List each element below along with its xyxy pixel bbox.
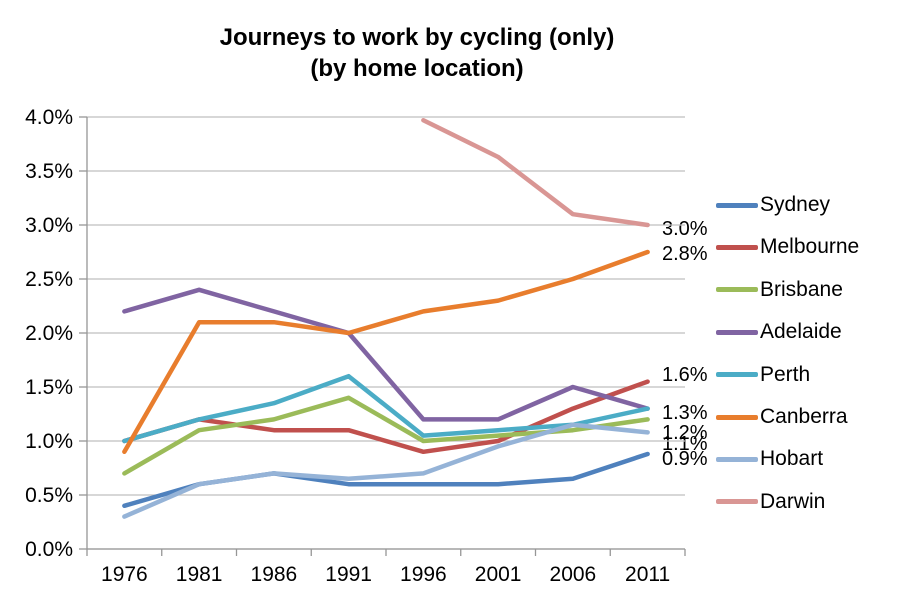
end-label-darwin: 3.0% [662,218,708,240]
series-line-adelaide [122,287,650,422]
y-tick-label: 0.0% [25,538,73,561]
legend-label: Darwin [760,489,826,513]
end-label-perth: 1.3% [662,402,708,424]
x-tick-label: 2006 [550,563,597,586]
series-line-melbourne [122,379,650,455]
end-label-brisbane: 1.2% [662,422,708,444]
x-tick-label: 1986 [251,563,298,586]
chart-title-line2: (by home location) [310,55,524,82]
end-label-melbourne: 1.6% [662,364,708,386]
legend-line-swatch-icon [716,414,758,420]
chart-title: Journeys to work by cycling (only) (by h… [0,22,834,84]
series-line-hobart [122,422,650,519]
legend-item-hobart: Hobart [716,444,823,474]
legend-line-swatch-icon [716,456,758,462]
legend-line-swatch-icon [716,244,758,250]
y-tick-label: 3.0% [25,214,73,237]
chart-legend: Sydney Melbourne Brisbane Adelaide Perth Canb… [716,0,898,615]
end-label-canberra: 2.8% [662,243,708,265]
legend-item-adelaide: Adelaide [716,317,842,347]
y-tick-label: 4.0% [25,106,73,129]
series-line-darwin [421,117,650,228]
legend-item-melbourne: Melbourne [716,232,859,262]
legend-item-darwin: Darwin [716,487,825,517]
legend-label: Adelaide [760,320,842,344]
legend-item-canberra: Canberra [716,402,848,432]
legend-line-swatch-icon [716,329,758,335]
x-tick-label: 1976 [101,563,148,586]
legend-line-swatch-icon [716,499,758,505]
legend-line-swatch-icon [716,202,758,208]
legend-label: Canberra [760,405,848,428]
series-line-brisbane [122,395,650,476]
series-lines [122,117,650,519]
legend-label: Perth [760,362,811,386]
legend-label: Melbourne [760,235,860,259]
y-tick-label: 0.5% [25,484,73,507]
series-line-perth [122,373,650,444]
x-axis-tick-labels: 1976 1981 1986 1991 1996 2001 2006 2011 [101,563,670,586]
series-line-sydney [122,451,650,509]
x-tick-label: 2011 [625,563,670,586]
end-label-sydney: 0.9% [662,448,708,470]
legend-item-perth: Perth [716,360,810,390]
y-tick-label: 3.5% [25,160,73,183]
legend-label: Hobart [760,447,824,471]
legend-line-swatch-icon [716,372,758,378]
series-line-canberra [122,249,650,455]
x-tick-label: 1996 [400,563,447,586]
legend-item-brisbane: Brisbane [716,275,843,305]
axes [79,116,686,556]
y-tick-label: 1.0% [25,430,73,453]
y-tick-label: 2.0% [25,322,73,345]
end-label-hobart: 1.1% [662,433,708,455]
y-tick-label: 2.5% [25,268,73,291]
y-tick-label: 1.5% [25,376,73,399]
x-tick-label: 1981 [176,563,223,586]
legend-label: Sydney [760,193,831,216]
legend-label: Brisbane [760,277,843,301]
legend-line-swatch-icon [716,287,758,293]
series-end-labels: 0.9% 1.6% 1.2%1.3% 2.8% 1.1% 3.0% [662,218,708,470]
x-tick-label: 2001 [475,563,522,586]
y-axis-tick-labels: 4.0% 3.5% 3.0% 2.5% 2.0% 1.5% 1.0% 0.5% 0.0% [25,106,73,561]
x-tick-label: 1991 [325,563,372,586]
legend-item-sydney: Sydney [716,190,830,220]
chart-title-line1: Journeys to work by cycling (only) [219,24,615,51]
